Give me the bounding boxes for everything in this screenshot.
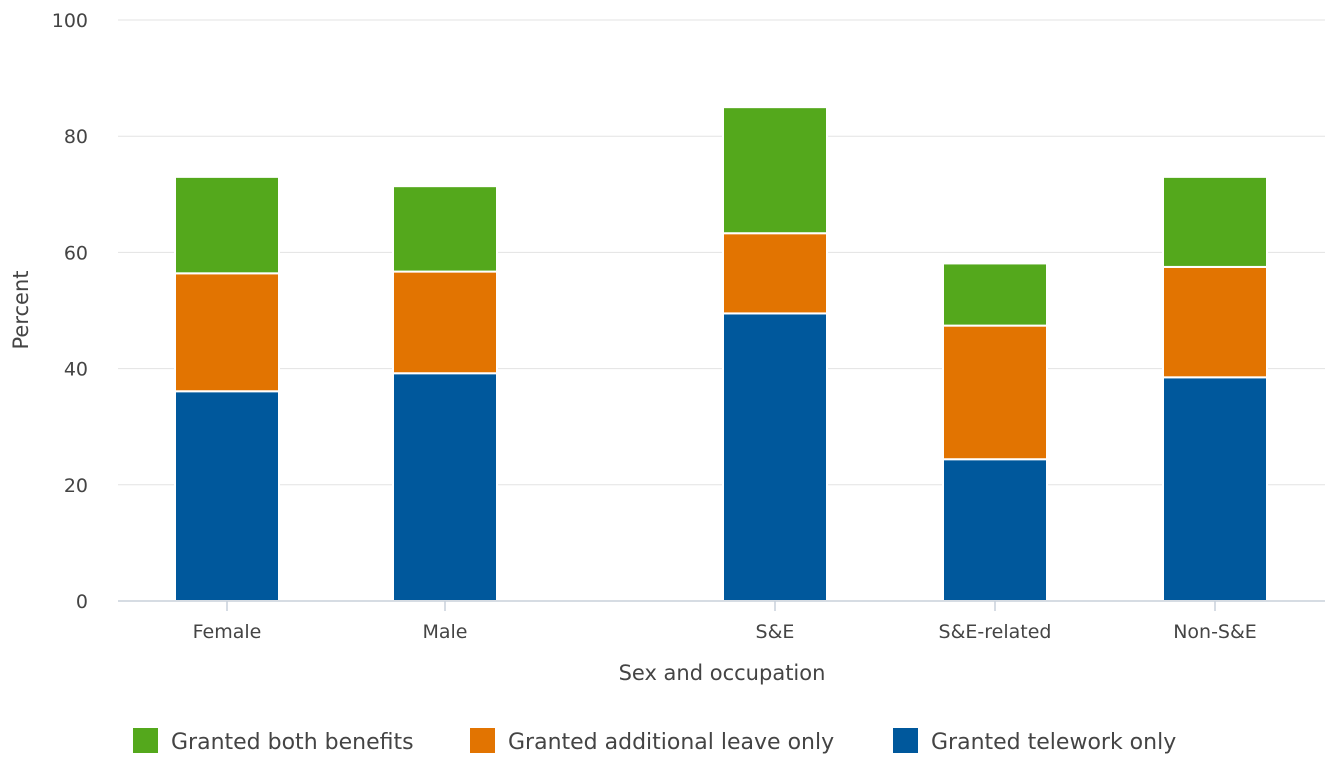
- y-tick-label: 20: [64, 475, 88, 497]
- y-axis-ticks: 0 20 40 60 80 100: [52, 10, 88, 613]
- gridlines: [118, 19, 1325, 486]
- legend-item-granted-both-benefits: Granted both benefits: [133, 728, 414, 755]
- x-tick-label: Female: [193, 621, 262, 643]
- bar-segment-granted-both-benefits: [174, 175, 280, 275]
- x-axis-title: Sex and occupation: [619, 661, 826, 685]
- bar-segment-granted-additional-leave-only: [722, 232, 828, 315]
- bars: [174, 106, 1268, 602]
- legend-swatch: [893, 728, 918, 753]
- legend-label: Granted telework only: [931, 730, 1176, 755]
- y-tick-label: 80: [64, 126, 88, 148]
- y-tick-label: 0: [76, 591, 88, 613]
- bar-segment-granted-both-benefits: [942, 262, 1048, 327]
- bar-segment-granted-additional-leave-only: [942, 324, 1048, 461]
- bar-segment-granted-both-benefits: [392, 185, 498, 273]
- x-tick-label: S&E-related: [939, 621, 1052, 643]
- y-axis-title: Percent: [9, 270, 33, 349]
- y-tick-label: 60: [64, 242, 88, 264]
- x-axis-ticks: Female Male S&E S&E-related Non-S&E: [193, 601, 1257, 643]
- legend-item-granted-additional-leave-only: Granted additional leave only: [470, 728, 834, 755]
- x-tick-label: Male: [422, 621, 467, 643]
- bar-segment-granted-additional-leave-only: [174, 272, 280, 393]
- legend-label: Granted additional leave only: [508, 730, 834, 755]
- x-tick-label: Non-S&E: [1173, 621, 1257, 643]
- legend: Granted both benefits Granted additional …: [133, 728, 1176, 755]
- legend-item-granted-telework-only: Granted telework only: [893, 728, 1176, 755]
- legend-swatch: [470, 728, 495, 753]
- bar-segment-granted-additional-leave-only: [392, 270, 498, 375]
- y-tick-label: 100: [52, 10, 88, 32]
- bar-segment-granted-telework-only: [722, 312, 828, 602]
- bar-segment-granted-both-benefits: [722, 106, 828, 235]
- bar-segment-granted-telework-only: [942, 458, 1048, 602]
- y-tick-label: 40: [64, 359, 88, 381]
- bar-segment-granted-telework-only: [392, 372, 498, 602]
- bar-segment-granted-telework-only: [174, 390, 280, 602]
- bar-segment-granted-telework-only: [1162, 376, 1268, 602]
- x-tick-label: S&E: [756, 621, 795, 643]
- legend-swatch: [133, 728, 158, 753]
- bar-segment-granted-additional-leave-only: [1162, 265, 1268, 379]
- bar-segment-granted-both-benefits: [1162, 175, 1268, 268]
- legend-label: Granted both benefits: [171, 730, 414, 755]
